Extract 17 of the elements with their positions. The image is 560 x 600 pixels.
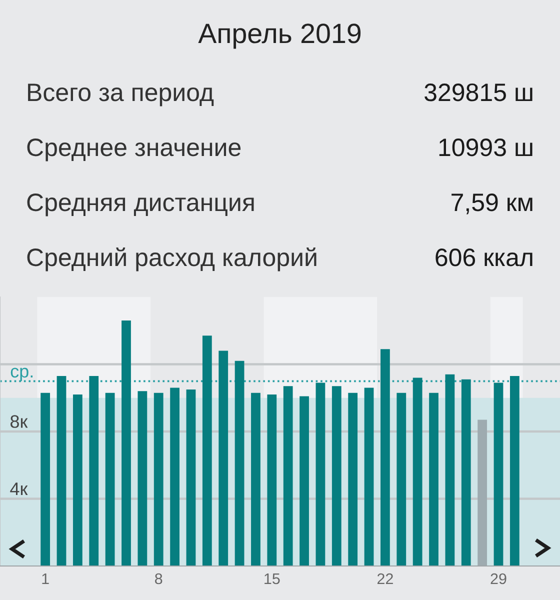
text: 10993 ш bbox=[439, 138, 532, 156]
x-tick-label: 29 bbox=[490, 573, 506, 584]
text: Всего за период bbox=[28, 84, 214, 106]
x-tick-label: 15 bbox=[264, 574, 280, 584]
x-tick-label: 22 bbox=[377, 573, 393, 584]
x-tick-label: 1 bbox=[42, 574, 49, 584]
y-tick-label: 8к bbox=[10, 415, 28, 428]
x-tick-label: 8 bbox=[155, 573, 162, 584]
y-tick-label: 4к bbox=[10, 482, 28, 496]
text: 329815 ш bbox=[424, 84, 532, 102]
chart-title: Апрель 2019 bbox=[198, 24, 361, 49]
text: 606 ккал bbox=[436, 248, 532, 266]
ref-line-label: ср. bbox=[10, 368, 33, 382]
text: Средняя дистанция bbox=[27, 194, 254, 216]
text: Среднее значение bbox=[27, 138, 241, 162]
text: 7,59 км bbox=[452, 194, 532, 214]
text: Средний расход калорий bbox=[27, 247, 316, 272]
